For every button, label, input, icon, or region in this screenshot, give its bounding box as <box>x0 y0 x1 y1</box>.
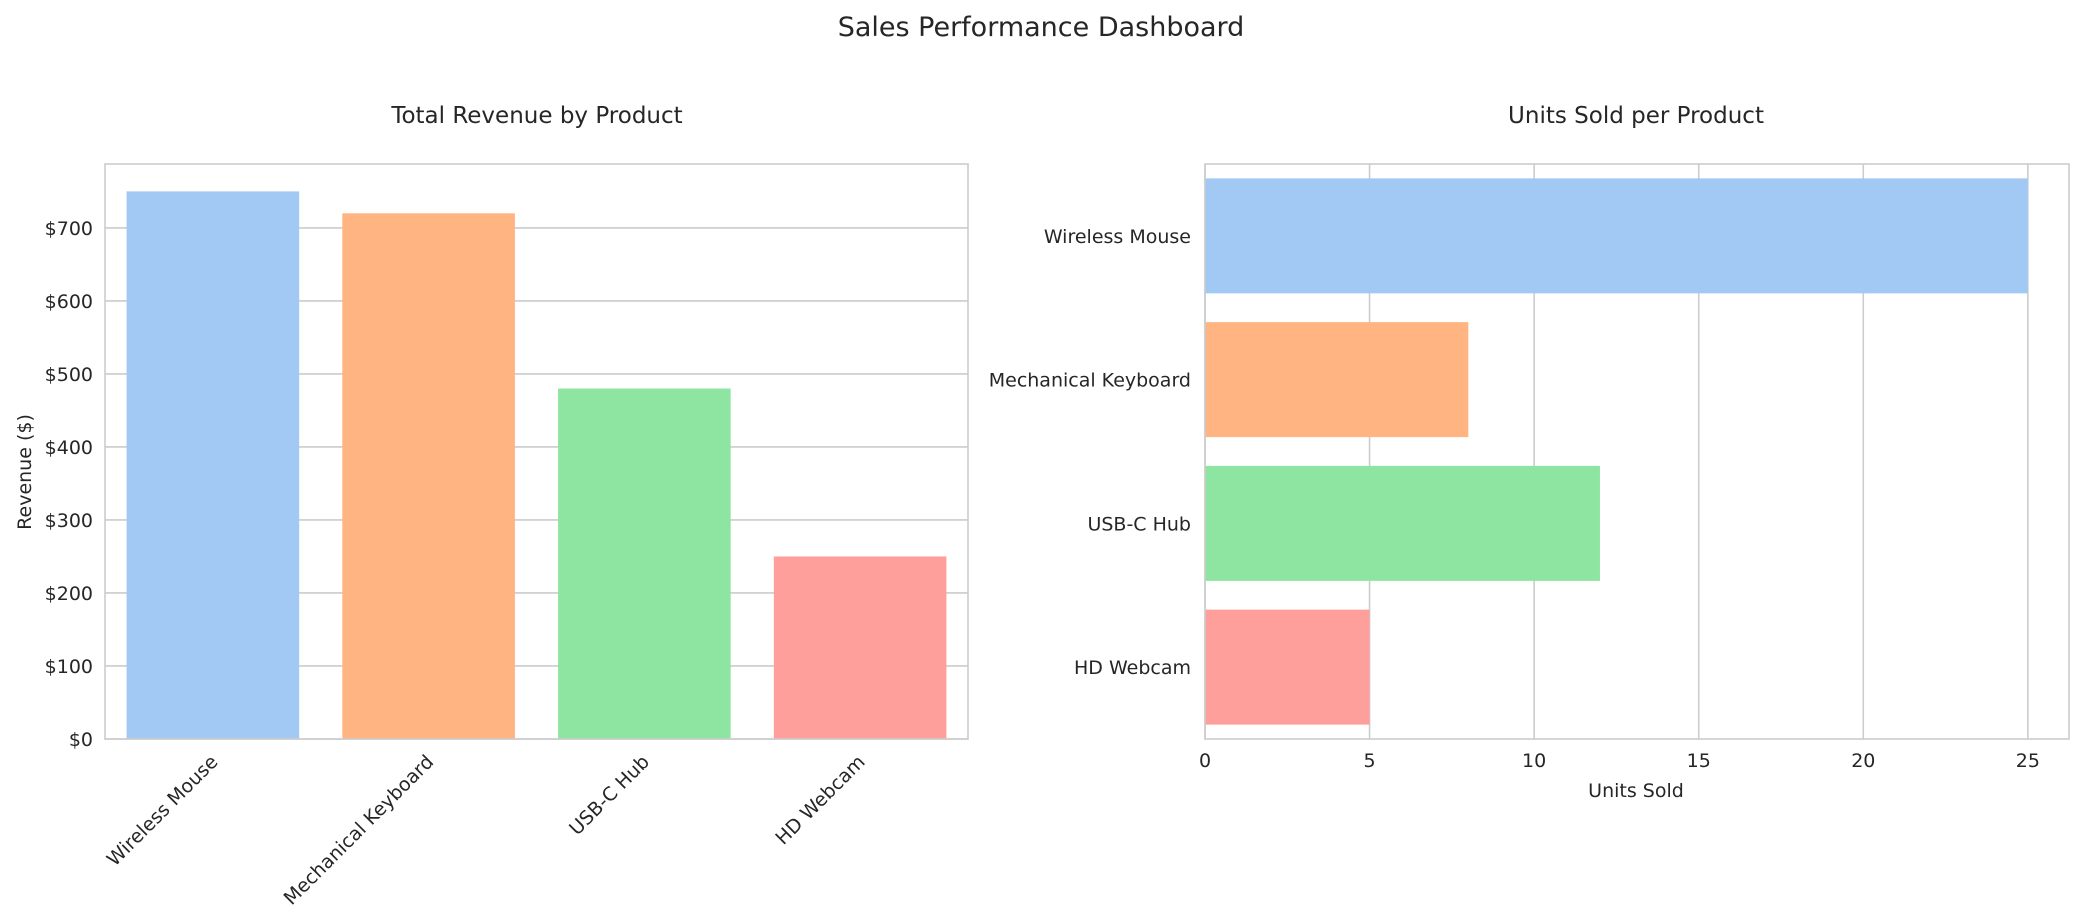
dashboard-title: Sales Performance Dashboard <box>838 12 1245 43</box>
units-bar <box>1205 465 1600 581</box>
units-bar <box>1205 178 2028 294</box>
revenue-x-tick-label: USB-C Hub <box>565 751 654 840</box>
revenue-bar <box>126 191 300 739</box>
units-x-tick-label: 20 <box>1851 750 1875 772</box>
units-bars <box>1205 178 2028 725</box>
revenue-bar <box>773 556 947 739</box>
revenue-y-tick-label: $700 <box>45 218 93 240</box>
revenue-y-tick-label: $100 <box>45 656 93 678</box>
units-x-tick-label: 25 <box>2016 750 2040 772</box>
revenue-chart-title: Total Revenue by Product <box>390 103 682 129</box>
revenue-y-tick-label: $500 <box>45 364 93 386</box>
revenue-y-tick-label: $400 <box>45 437 93 459</box>
revenue-bar <box>342 213 515 740</box>
units-y-tick-label: USB-C Hub <box>1087 513 1191 535</box>
units-chart-title: Units Sold per Product <box>1508 103 1764 129</box>
units-y-tick-label: HD Webcam <box>1074 657 1191 679</box>
units-bar <box>1205 322 1469 438</box>
revenue-chart: Total Revenue by Product Revenue ($) $0$… <box>14 103 969 910</box>
units-x-tick-label: 5 <box>1364 750 1376 772</box>
revenue-plot-frame <box>104 163 969 740</box>
revenue-y-tick-label: $300 <box>45 510 93 532</box>
units-bar <box>1205 609 1370 725</box>
units-plot-frame <box>1204 163 2070 740</box>
units-y-ticks: Wireless Mouse Mechanical Keyboard USB-C H… <box>989 226 1191 679</box>
revenue-bar <box>558 388 731 739</box>
units-x-ticks: 0 5 10 15 20 25 <box>1199 750 2040 772</box>
units-y-tick-label: Mechanical Keyboard <box>989 370 1191 392</box>
revenue-y-ticks: $0 $100 $200 $300 $400 $500 $600 $700 <box>45 218 93 751</box>
revenue-y-axis-label: Revenue ($) <box>14 414 36 530</box>
revenue-y-tick-label: $600 <box>45 291 93 313</box>
revenue-y-tick-label: $200 <box>45 583 93 605</box>
units-x-axis-label: Units Sold <box>1588 780 1684 802</box>
revenue-bars <box>126 191 947 740</box>
units-chart: Units Sold per Product Units Sold 0 5 10 15… <box>989 103 2070 802</box>
units-y-tick-label: Wireless Mouse <box>1044 226 1191 248</box>
units-x-tick-label: 10 <box>1522 750 1546 772</box>
units-x-tick-label: 0 <box>1199 750 1211 772</box>
revenue-x-ticks: Wireless Mouse Mechanical Keyboard USB-C H… <box>103 751 870 910</box>
revenue-x-tick-label: Wireless Mouse <box>103 751 223 871</box>
revenue-x-tick-label: Mechanical Keyboard <box>280 751 439 910</box>
units-x-tick-label: 15 <box>1687 750 1711 772</box>
revenue-y-tick-label: $0 <box>69 729 93 751</box>
revenue-x-tick-label: HD Webcam <box>771 751 869 849</box>
